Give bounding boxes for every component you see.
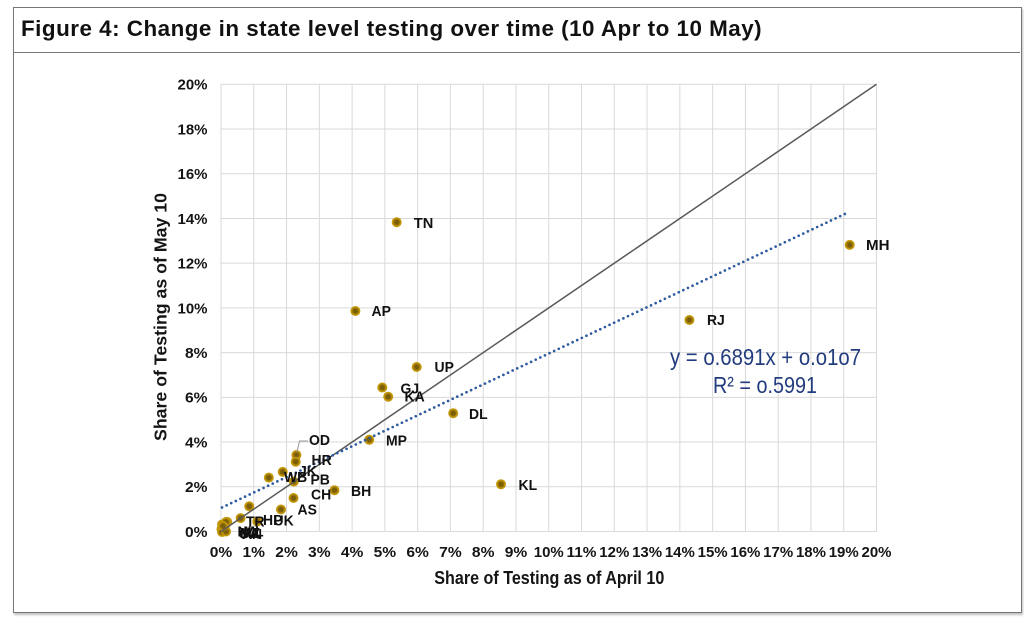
svg-text:R² = o.5991: R² = o.5991 bbox=[713, 372, 817, 398]
svg-text:AP: AP bbox=[372, 303, 391, 320]
svg-text:ML: ML bbox=[244, 523, 264, 540]
svg-text:Share of Testing as of May 10: Share of Testing as of May 10 bbox=[151, 193, 171, 441]
svg-text:CH: CH bbox=[311, 486, 331, 503]
svg-text:UK: UK bbox=[274, 512, 294, 529]
svg-text:4%: 4% bbox=[341, 544, 364, 561]
svg-text:y = o.6891x + o.o1o7: y = o.6891x + o.o1o7 bbox=[670, 344, 861, 370]
svg-text:10%: 10% bbox=[178, 300, 208, 317]
svg-text:GJ: GJ bbox=[401, 380, 420, 397]
svg-text:OD: OD bbox=[309, 432, 330, 449]
svg-text:11%: 11% bbox=[567, 544, 597, 561]
svg-text:17%: 17% bbox=[763, 544, 793, 561]
svg-text:GA: GA bbox=[239, 525, 260, 542]
svg-text:TR: TR bbox=[246, 513, 265, 530]
svg-text:16%: 16% bbox=[730, 544, 760, 561]
svg-text:MZ: MZ bbox=[240, 525, 260, 542]
svg-text:20%: 20% bbox=[178, 77, 208, 94]
svg-text:DL: DL bbox=[469, 406, 488, 423]
svg-text:13%: 13% bbox=[632, 544, 662, 561]
svg-text:WB: WB bbox=[284, 469, 307, 486]
svg-text:MP: MP bbox=[386, 432, 407, 449]
svg-text:2%: 2% bbox=[185, 479, 208, 496]
svg-text:3%: 3% bbox=[308, 544, 331, 561]
svg-text:RJ: RJ bbox=[707, 312, 725, 329]
svg-text:Share of Testing as of April 1: Share of Testing as of April 10 bbox=[434, 567, 664, 588]
svg-text:14%: 14% bbox=[178, 211, 208, 228]
svg-text:14%: 14% bbox=[665, 544, 695, 561]
svg-text:AS: AS bbox=[298, 501, 317, 518]
svg-text:6%: 6% bbox=[185, 390, 208, 407]
svg-text:2%: 2% bbox=[275, 544, 298, 561]
svg-text:10%: 10% bbox=[534, 544, 564, 561]
svg-text:BH: BH bbox=[351, 483, 371, 500]
svg-text:12%: 12% bbox=[599, 544, 629, 561]
svg-text:JK: JK bbox=[299, 463, 317, 480]
svg-text:TN: TN bbox=[414, 215, 434, 232]
svg-text:9%: 9% bbox=[505, 544, 528, 561]
svg-text:18%: 18% bbox=[796, 544, 826, 561]
svg-text:15%: 15% bbox=[698, 544, 728, 561]
svg-text:UP: UP bbox=[435, 359, 454, 376]
svg-text:18%: 18% bbox=[178, 121, 208, 138]
svg-text:8%: 8% bbox=[185, 345, 208, 362]
svg-text:12%: 12% bbox=[178, 256, 208, 273]
svg-text:4%: 4% bbox=[185, 434, 208, 451]
svg-text:16%: 16% bbox=[178, 166, 208, 183]
svg-text:HR: HR bbox=[312, 452, 332, 469]
svg-text:HP: HP bbox=[263, 512, 282, 529]
svg-text:19%: 19% bbox=[829, 544, 859, 561]
svg-text:1%: 1% bbox=[243, 544, 266, 561]
svg-text:MH: MH bbox=[866, 237, 890, 254]
svg-text:8%: 8% bbox=[472, 544, 495, 561]
svg-text:0%: 0% bbox=[185, 524, 208, 541]
svg-text:5%: 5% bbox=[374, 544, 397, 561]
svg-text:NL: NL bbox=[238, 523, 257, 540]
svg-text:7%: 7% bbox=[439, 544, 462, 561]
svg-text:KL: KL bbox=[519, 477, 538, 494]
svg-text:KA: KA bbox=[405, 389, 425, 406]
svg-text:6%: 6% bbox=[406, 544, 429, 561]
svg-text:20%: 20% bbox=[862, 544, 892, 561]
svg-text:0%: 0% bbox=[210, 544, 233, 561]
svg-text:AN: AN bbox=[242, 526, 262, 543]
svg-text:PB: PB bbox=[311, 471, 331, 488]
